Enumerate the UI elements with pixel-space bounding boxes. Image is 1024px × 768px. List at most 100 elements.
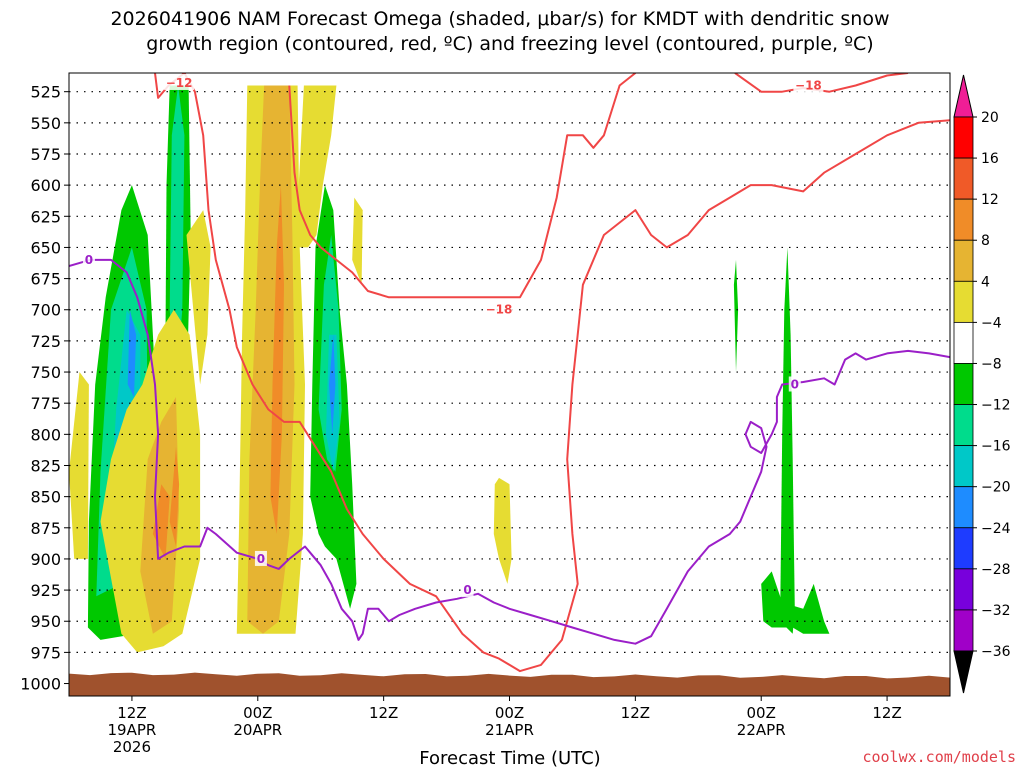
omega-region-blue-second	[329, 334, 336, 435]
colorbar-label-8: −16	[981, 439, 1011, 455]
omega-region-green-streak-a	[733, 259, 739, 372]
colorbar-swatch-1	[953, 157, 974, 200]
colorbar-label-7: −12	[981, 398, 1011, 414]
colorbar-label-13: −36	[981, 644, 1011, 660]
y-tick-label-850: 850	[30, 488, 61, 507]
colorbar-swatch-3	[953, 239, 974, 282]
terrain	[69, 672, 950, 696]
dgz-label-bg-0	[164, 73, 195, 90]
x-tick-label-6-0: 12Z	[872, 704, 901, 722]
freezing-level-contour: 0 0 0 0	[69, 251, 950, 645]
x-tick-label-1-0: 00Z	[243, 704, 272, 722]
y-tick-label-825: 825	[30, 456, 61, 475]
y-tick-label-925: 925	[30, 581, 61, 600]
colorbar-label-4: 4	[981, 274, 990, 290]
dgz-contour-label-1: −18	[486, 303, 513, 317]
freezing-label-bg-1	[254, 550, 267, 566]
freezing-label-bg-0	[82, 251, 95, 267]
colorbar-bottom-arrow	[953, 650, 974, 694]
colorbar-label-1: 16	[981, 151, 999, 167]
colorbar-swatch-9	[953, 486, 974, 529]
y-tick-label-625: 625	[30, 207, 61, 226]
y-axis-ticks: 525 550 575 600 625 650 675 700 725 750 775 800 825 8…	[20, 83, 69, 694]
colorbar-top-arrow	[953, 74, 974, 118]
omega-shading	[69, 85, 830, 653]
colorbar-swatch-6	[953, 363, 974, 405]
dgz-contour-0	[154, 73, 950, 673]
freezing-label-bg-2	[461, 582, 474, 598]
colorbar-label-11: −28	[981, 562, 1011, 578]
chart-title-line1: 2026041906 NAM Forecast Omega (shaded, μ…	[110, 8, 889, 30]
terrain-fill	[69, 672, 950, 696]
omega-region-orange-column	[247, 85, 295, 634]
dgz-contour-label-0: −12	[166, 76, 193, 90]
colorbar-swatch-2	[953, 198, 974, 241]
y-tick-label-750: 750	[30, 363, 61, 382]
colorbar-label-3: 8	[981, 233, 990, 249]
y-tick-label-875: 875	[30, 519, 61, 538]
colorbar-swatch-7	[953, 404, 974, 447]
dendritic-growth-contours: −12 −18 −18	[154, 73, 950, 673]
colorbar-swatch-10	[953, 527, 974, 570]
colorbar-swatch-11	[953, 568, 974, 611]
omega-region-green-streak-b	[780, 247, 795, 634]
y-tick-label-725: 725	[30, 332, 61, 351]
dgz-label-bg-2	[793, 76, 824, 93]
colorbar-swatch-8	[953, 445, 974, 488]
y-tick-label-700: 700	[30, 301, 61, 320]
colorbar-label-12: −32	[981, 603, 1011, 619]
x-tick-label-0-0: 12Z	[117, 704, 146, 722]
colorbar-swatch-4	[953, 280, 974, 323]
colorbar-swatch-12	[953, 609, 974, 652]
omega-region-yellow-early-a	[69, 372, 89, 559]
y-tick-label-975: 975	[30, 643, 61, 662]
omega-region-darkorange-column	[270, 185, 284, 534]
dgz-label-bg-1	[484, 300, 515, 317]
freezing-level-label-2: 0	[463, 583, 471, 597]
dgz-contour-label-2: −18	[795, 78, 822, 92]
y-tick-label-525: 525	[30, 83, 61, 102]
freezing-level-line	[69, 258, 950, 645]
x-tick-label-5-1: 22APR	[737, 721, 786, 739]
x-tick-label-5-0: 00Z	[747, 704, 776, 722]
omega-region-yellow-mid	[493, 477, 512, 584]
y-tick-label-675: 675	[30, 270, 61, 289]
plot-area: −12 −18 −18 0 0 0 0	[69, 73, 950, 696]
colorbar-label-0: 20	[981, 110, 999, 126]
y-tick-label-1000: 1000	[20, 675, 61, 694]
colorbar: 20 16 12 8 4 −4 −8 −12 −16 −20 −24 −28 −32 −36	[953, 74, 1011, 694]
y-tick-label-950: 950	[30, 612, 61, 631]
omega-region-blue-early	[127, 309, 137, 397]
omega-region-teal-col	[169, 85, 185, 385]
colorbar-swatch-0	[953, 116, 974, 159]
grid-lines	[69, 91, 950, 685]
chart-title-line2: growth region (contoured, red, ºC) and f…	[146, 33, 873, 55]
x-tick-label-3-1: 21APR	[485, 721, 534, 739]
x-axis-label: Forecast Time (UTC)	[419, 748, 600, 768]
freezing-level-label-3: 0	[791, 378, 799, 392]
dgz-contour-1	[288, 73, 637, 299]
y-tick-label-900: 900	[30, 550, 61, 569]
colorbar-label-10: −24	[981, 521, 1011, 537]
x-tick-label-0-1: 19APR	[108, 721, 157, 739]
x-tick-label-4-0: 12Z	[621, 704, 650, 722]
colorbar-label-2: 12	[981, 192, 999, 208]
y-tick-label-800: 800	[30, 425, 61, 444]
colorbar-swatch-5	[953, 321, 974, 364]
omega-region-yellow-mid-right	[352, 197, 363, 285]
colorbar-label-9: −20	[981, 480, 1011, 496]
y-tick-label-650: 650	[30, 238, 61, 257]
y-tick-label-575: 575	[30, 145, 61, 164]
y-tick-label-775: 775	[30, 394, 61, 413]
freezing-label-bg-3	[788, 376, 801, 392]
x-tick-label-3-0: 00Z	[495, 704, 524, 722]
y-tick-label-600: 600	[30, 176, 61, 195]
y-tick-label-550: 550	[30, 114, 61, 133]
omega-region-green-blob	[761, 571, 830, 634]
x-tick-label-0-2: 2026	[113, 738, 151, 756]
credit-text: coolwx.com/models	[862, 748, 1016, 766]
freezing-level-label-1: 0	[257, 552, 265, 566]
x-tick-label-2-0: 12Z	[369, 704, 398, 722]
colorbar-label-5: −4	[981, 315, 1002, 331]
